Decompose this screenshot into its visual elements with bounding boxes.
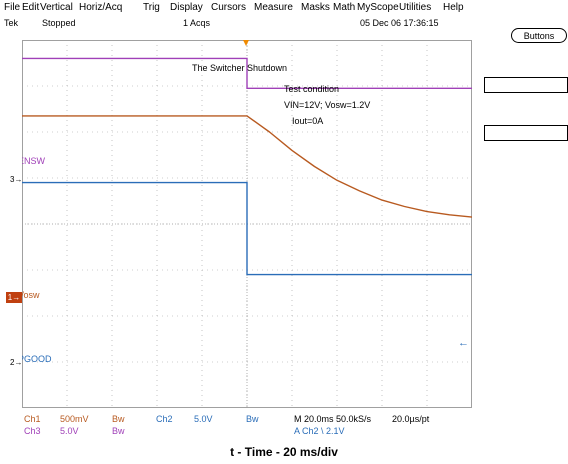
trigger-readout: A Ch2 \ 2.1V [294,426,345,436]
menu-masks[interactable]: Masks [301,2,330,13]
condition-line-3: Iout=0A [292,116,323,126]
menu-help[interactable]: Help [443,2,464,13]
menu-bar: File Edit Vertical Horiz/Acq Trig Display Curs… [0,0,568,16]
ch2-marker: 2→ [10,358,23,367]
ch3-marker: 3→ [10,175,23,184]
menu-myscope[interactable]: MyScope [357,2,399,13]
ch3-bw: Bw [112,426,125,436]
side-field-1[interactable] [484,77,568,93]
pgood-label: PGOOD [22,354,52,364]
menu-horizacq[interactable]: Horiz/Acq [79,2,123,13]
plot-title: The Switcher Shutdown [192,63,287,73]
scope-display: The Switcher Shutdown Test condition VIN… [22,40,472,408]
trace-pgood [22,181,472,276]
sample-interval: 20.0µs/pt [392,414,430,424]
acq-count: 1 Acqs [183,18,211,28]
ch3-label: Ch3 [24,426,41,436]
side-field-2[interactable] [484,125,568,141]
trace-ensw [22,57,472,89]
menu-math[interactable]: Math [333,2,356,13]
ch2-label: Ch2 [156,414,173,424]
ch1-label: Ch1 [24,414,41,424]
menu-edit[interactable]: Edit [22,2,40,13]
buttons-button[interactable]: Buttons [511,28,567,43]
ensw-label: ENSW [22,156,46,166]
menu-vertical[interactable]: Vertical [40,2,73,13]
timebase: M 20.0ms 50.0kS/s [294,414,372,424]
figure-caption: t - Time - 20 ms/div [230,445,338,459]
menu-cursors[interactable]: Cursors [211,2,247,13]
vosw-label: Vosw [22,290,40,300]
ch2-bw: Bw [246,414,259,424]
ch1-scale: 500mV [60,414,89,424]
menu-file[interactable]: File [4,2,21,13]
trace-vosw [22,115,472,218]
ch3-scale: 5.0V [60,426,79,436]
acq-state: Stopped [42,18,76,28]
ch1-bw: Bw [112,414,125,424]
menu-utilities[interactable]: Utilities [399,2,432,13]
date-time: 05 Dec 06 17:36:15 [360,18,439,28]
menu-trig[interactable]: Trig [143,2,160,13]
brand-label: Tek [4,18,19,28]
ch1-marker: 1→ [6,292,22,303]
condition-line-2: VIN=12V; Vosw=1.2V [284,100,370,110]
trigger-position-marker [243,40,249,46]
channel-readout: Ch1 500mV Bw Ch2 5.0V Bw Ch3 5.0V Bw M 2… [0,412,568,440]
menu-measure[interactable]: Measure [254,2,293,13]
ch2-scale: 5.0V [194,414,213,424]
menu-display[interactable]: Display [170,2,203,13]
waveforms [22,57,472,276]
condition-line-1: Test condition [284,84,339,94]
trigger-level-arrow: ← [458,337,469,349]
status-bar: Tek Stopped 1 Acqs 05 Dec 06 17:36:15 [0,16,568,30]
